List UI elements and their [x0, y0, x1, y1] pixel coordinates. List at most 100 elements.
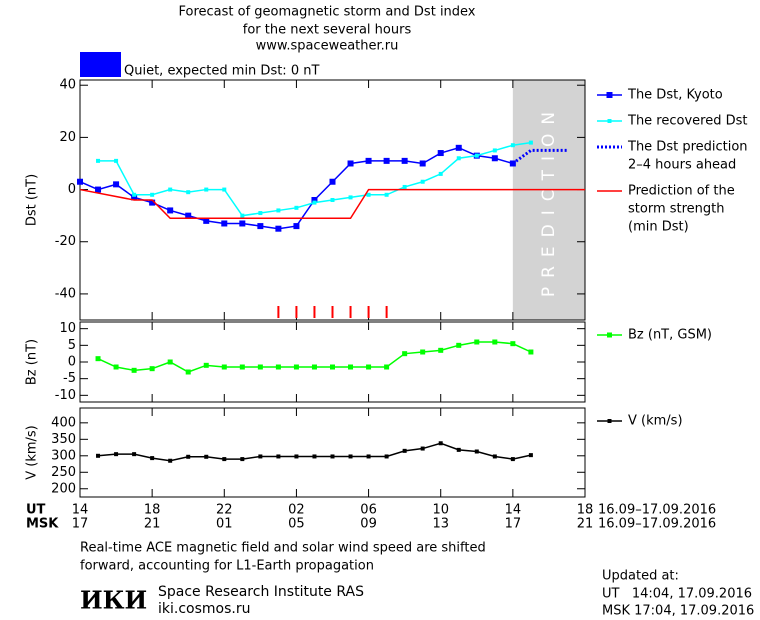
- data-point: [383, 157, 390, 164]
- data-point: [132, 192, 137, 197]
- data-point: [420, 179, 425, 184]
- y-tick-label: 10: [59, 321, 76, 336]
- data-point: [131, 194, 138, 201]
- data-point: [114, 452, 119, 457]
- data-point: [438, 347, 444, 353]
- data-point: [167, 207, 174, 214]
- data-point: [419, 160, 426, 167]
- data-point: [330, 364, 335, 370]
- legend-label: Bz (nT, GSM): [628, 328, 712, 343]
- data-point: [257, 223, 264, 230]
- y-axis-label: V (km/s): [25, 425, 40, 480]
- x-tick-label: 02: [288, 503, 305, 518]
- data-point: [276, 208, 281, 213]
- legend-label: (min Dst): [628, 220, 689, 235]
- x-tick-label: 10: [432, 503, 449, 518]
- data-point: [240, 457, 245, 462]
- data-point: [96, 453, 101, 458]
- data-point: [474, 153, 479, 158]
- data-point: [348, 364, 354, 370]
- legend-marker: [607, 419, 612, 423]
- legend-label: The Dst, Kyoto: [627, 88, 723, 103]
- data-point: [293, 364, 299, 370]
- data-point: [492, 339, 498, 345]
- updated-line: Updated at:: [602, 569, 679, 584]
- institute: Space Research Institute RAS: [158, 584, 364, 600]
- data-point: [186, 454, 191, 459]
- data-point: [474, 339, 480, 345]
- y-tick-label: 0: [68, 355, 76, 370]
- data-point: [528, 453, 533, 458]
- y-tick-label: -10: [55, 388, 76, 403]
- data-point: [384, 192, 389, 197]
- y-tick-label: 0: [68, 182, 76, 197]
- x-tick-label: 14: [505, 503, 522, 518]
- data-point: [348, 195, 353, 200]
- title-line: Forecast of geomagnetic storm and Dst in…: [178, 5, 475, 20]
- data-point: [510, 341, 516, 347]
- data-point: [167, 359, 173, 365]
- data-point: [438, 441, 443, 446]
- website: iki.cosmos.ru: [158, 601, 250, 617]
- y-tick-label: 400: [51, 415, 76, 430]
- data-point: [438, 171, 443, 176]
- y-tick-label: 20: [59, 130, 76, 145]
- data-point: [240, 213, 245, 218]
- y-axis-label: Bz (nT): [25, 339, 40, 385]
- legend-marker: [607, 332, 612, 338]
- data-point: [365, 157, 372, 164]
- data-point: [348, 454, 353, 459]
- legend-label: The Dst prediction: [627, 140, 748, 155]
- data-point: [222, 457, 227, 462]
- note-line: forward, accounting for L1-Earth propaga…: [80, 559, 374, 574]
- x2-axis-label: MSK: [26, 517, 59, 532]
- x2-tick-label: 05: [288, 517, 305, 532]
- data-point: [149, 366, 155, 372]
- data-point: [366, 364, 372, 370]
- x2-tick-label: 17: [505, 517, 522, 532]
- data-point: [402, 351, 408, 357]
- data-point: [329, 178, 336, 185]
- x2-tick-label: 17: [72, 517, 89, 532]
- data-point: [510, 143, 515, 148]
- data-point: [168, 458, 173, 463]
- data-point: [113, 181, 120, 188]
- y-tick-label: 250: [51, 465, 76, 480]
- data-point: [456, 447, 461, 452]
- data-point: [456, 342, 462, 348]
- data-point: [528, 140, 533, 145]
- y-tick-label: 5: [68, 338, 76, 353]
- x2-tick-label: 13: [432, 517, 449, 532]
- data-point: [330, 454, 335, 459]
- data-point: [312, 200, 317, 205]
- data-point: [150, 192, 155, 197]
- data-point: [221, 364, 227, 370]
- x-tick-label: 14: [72, 503, 89, 518]
- data-point: [293, 223, 300, 230]
- data-point: [132, 452, 137, 457]
- data-point: [203, 217, 210, 224]
- y-tick-label: 350: [51, 432, 76, 447]
- data-point: [401, 157, 408, 164]
- y-tick-label: -20: [55, 234, 76, 249]
- data-point: [131, 367, 137, 373]
- x2-range: 16.09–17.09.2016: [598, 517, 716, 532]
- data-point: [186, 190, 191, 195]
- data-point: [185, 369, 191, 375]
- x-range: 16.09–17.09.2016: [598, 503, 716, 518]
- data-point: [384, 454, 389, 459]
- x-tick-label: 22: [216, 503, 233, 518]
- data-point: [402, 184, 407, 189]
- data-point: [150, 456, 155, 461]
- data-point: [402, 448, 407, 453]
- data-point: [474, 449, 479, 454]
- y-tick-label: -5: [63, 371, 76, 386]
- data-point: [347, 160, 354, 167]
- data-point: [455, 144, 462, 151]
- x-tick-label: 06: [360, 503, 377, 518]
- updated-line: MSK 17:04, 17.09.2016: [602, 604, 754, 619]
- data-point: [275, 364, 281, 370]
- data-point: [114, 158, 119, 163]
- title-line: www.spaceweather.ru: [256, 39, 399, 54]
- data-point: [239, 364, 245, 370]
